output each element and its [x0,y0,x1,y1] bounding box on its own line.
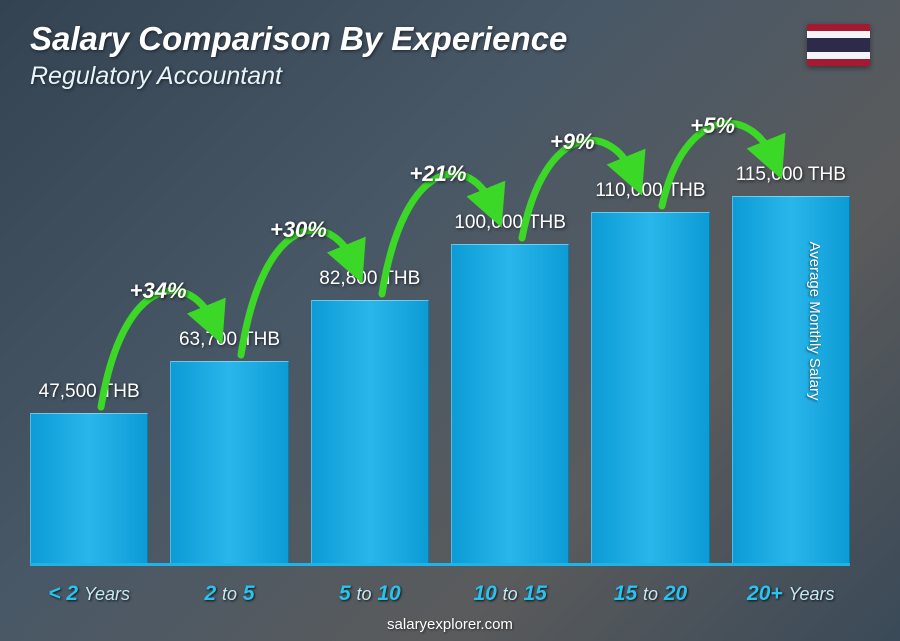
bar-0: 47,500 THB [30,381,148,566]
bar-value-label: 100,000 THB [454,212,566,234]
bar-rect [732,196,850,566]
bar-rect [451,244,569,566]
x-label: < 2 Years [30,582,148,606]
bar-5: 115,000 THB [732,164,850,566]
y-axis-label: Average Monthly Salary [806,241,823,400]
bar-value-label: 63,700 THB [179,329,280,351]
x-label: 20+ Years [732,582,850,606]
flag-icon [807,24,870,66]
bar-value-label: 82,800 THB [319,268,420,290]
bar-rect [30,413,148,566]
bar-4: 110,000 THB [591,180,709,566]
bar-rect [170,361,288,566]
bar-value-label: 115,000 THB [736,164,846,186]
salary-bar-chart: 47,500 THB 63,700 THB 82,800 THB 100,000 TH… [30,86,850,566]
x-label: 2 to 5 [170,582,288,606]
bar-3: 100,000 THB [451,212,569,566]
x-label: 15 to 20 [591,582,709,606]
x-axis-labels: < 2 Years 2 to 5 5 to 10 10 to 15 15 to 20 20… [30,582,850,606]
bar-1: 63,700 THB [170,329,288,566]
bar-value-label: 47,500 THB [39,381,140,403]
chart-baseline [30,563,850,566]
bar-rect [591,212,709,566]
page-title: Salary Comparison By Experience [30,20,870,58]
header: Salary Comparison By Experience Regulato… [30,20,870,91]
bar-rect [311,300,429,566]
bar-2: 82,800 THB [311,268,429,566]
x-label: 10 to 15 [451,582,569,606]
x-label: 5 to 10 [311,582,429,606]
attribution: salaryexplorer.com [0,616,900,633]
bar-value-label: 110,000 THB [595,180,705,202]
